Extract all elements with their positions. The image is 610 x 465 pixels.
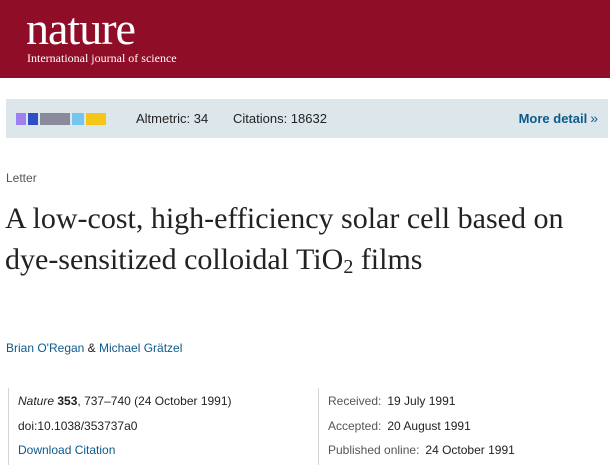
published-label: Published online: bbox=[328, 443, 420, 457]
altmetric-segment bbox=[86, 113, 106, 125]
more-detail-label: More detail bbox=[518, 111, 588, 126]
title-subscript: 2 bbox=[343, 256, 354, 278]
citation-details: , 737–740 (24 October 1991) bbox=[77, 394, 232, 408]
title-text: A low-cost, high-efficiency solar cell b… bbox=[5, 202, 564, 276]
altmetric-score: Altmetric: 34 bbox=[136, 111, 209, 126]
altmetric-segment bbox=[72, 113, 84, 125]
nature-logo[interactable]: nature bbox=[26, 3, 136, 54]
journal-name: Nature bbox=[18, 394, 55, 408]
published-date: Published online: 24 October 1991 bbox=[328, 443, 515, 457]
altmetric-segment bbox=[28, 113, 38, 125]
citation-count: Citations: 18632 bbox=[233, 111, 327, 126]
accepted-label: Accepted: bbox=[328, 419, 382, 433]
article-title: A low-cost, high-efficiency solar cell b… bbox=[5, 198, 600, 280]
more-detail-link[interactable]: More detail» bbox=[519, 110, 598, 126]
altmetric-badge-icon[interactable] bbox=[16, 113, 108, 125]
article-type: Letter bbox=[6, 171, 37, 185]
tagline: International journal of science bbox=[27, 51, 177, 65]
received-date: Received: 19 July 1991 bbox=[328, 394, 455, 408]
received-label: Received: bbox=[328, 394, 382, 408]
author-separator: & bbox=[84, 341, 100, 355]
citation-line: Nature 353, 737–740 (24 October 1991) bbox=[18, 394, 232, 408]
doi: doi:10.1038/353737a0 bbox=[18, 419, 138, 433]
altmetric-segment bbox=[16, 113, 26, 125]
metrics-bar: Altmetric: 34 Citations: 18632 More deta… bbox=[6, 99, 608, 138]
published-value: 24 October 1991 bbox=[425, 443, 515, 457]
download-citation-link[interactable]: Download Citation bbox=[18, 443, 116, 457]
accepted-value: 20 August 1991 bbox=[387, 419, 471, 433]
received-value: 19 July 1991 bbox=[387, 394, 456, 408]
author-list: Brian O'Regan & Michael Grätzel bbox=[6, 341, 182, 355]
altmetric-segment bbox=[40, 113, 70, 125]
volume: 353 bbox=[57, 394, 78, 408]
author-link[interactable]: Michael Grätzel bbox=[99, 341, 183, 355]
title-end: films bbox=[353, 243, 423, 276]
double-chevron-right-icon: » bbox=[590, 110, 598, 126]
accepted-date: Accepted: 20 August 1991 bbox=[328, 419, 471, 433]
publication-dates: Received: 19 July 1991 Accepted: 20 August… bbox=[318, 388, 609, 465]
masthead: nature International journal of science bbox=[0, 0, 610, 78]
citation-info: Nature 353, 737–740 (24 October 1991) do… bbox=[8, 388, 317, 465]
author-link[interactable]: Brian O'Regan bbox=[6, 341, 85, 355]
